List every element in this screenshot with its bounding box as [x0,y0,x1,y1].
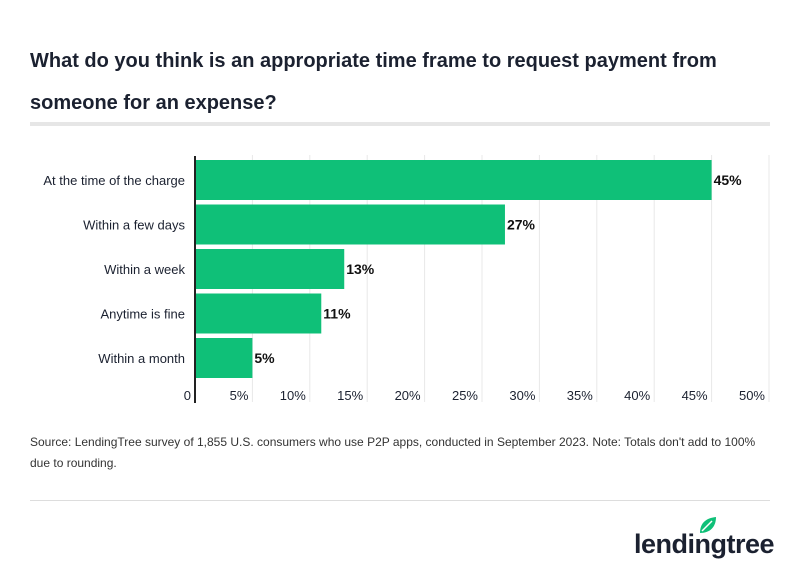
data-label: 45% [714,172,743,188]
divider [30,122,770,126]
x-tick-label: 25% [452,388,478,403]
x-tick-label: 45% [682,388,708,403]
source-note: Source: LendingTree survey of 1,855 U.S.… [30,435,756,470]
x-tick-label: 35% [567,388,593,403]
data-label: 5% [254,350,275,366]
bar-chart: 0 5% 10% 15% 20% 25% 30% 35% 40% 45% 50% At the tim… [43,155,770,403]
x-tick-label: 5% [230,388,249,403]
chart-title: What do you think is an appropriate time… [30,50,717,114]
x-tick-label: 50% [739,388,765,403]
category-label: Within a week [104,262,185,277]
data-label: 11% [323,306,351,322]
x-tick-label: 20% [395,388,421,403]
x-tick-label: 15% [337,388,363,403]
bar [195,293,322,334]
bar [195,160,712,200]
bar [195,204,505,245]
divider [30,500,770,501]
category-label: Within a month [98,351,185,366]
data-label: 13% [346,261,375,277]
x-tick-label: 30% [509,388,535,403]
category-label: Anytime is fine [100,307,185,322]
svg-text:lendingtree: lendingtree [634,529,774,559]
category-label: Within a few days [83,218,185,233]
x-tick-label: 40% [624,388,650,403]
bar [195,249,345,289]
bar [195,338,253,378]
data-label: 27% [507,217,536,233]
x-tick-label: 10% [280,388,306,403]
category-label: At the time of the charge [43,173,185,188]
lendingtree-logo: lendingtree [634,517,774,559]
x-tick-label: 0 [184,388,191,403]
